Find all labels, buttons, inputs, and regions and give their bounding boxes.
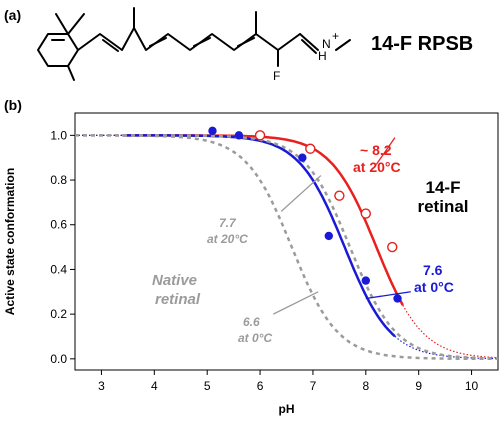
polyene-chain: [77, 27, 301, 51]
red-leader: [375, 137, 396, 165]
blue-annotation-line2: at 0°C: [414, 279, 454, 295]
red-open-point-2: [334, 190, 345, 201]
iminium-n: N: [322, 37, 331, 51]
y-tick-label-0: 0.0: [50, 352, 67, 366]
titration-chart: 3 4 5 6 7 8 9 10 0.0 0.2 0.4 0.6 0.8 1.0 pH Active stat…: [3, 112, 499, 416]
blue-leader: [365, 291, 411, 300]
retinal-structure: [37, 7, 351, 81]
red-open-point-1: [305, 143, 316, 154]
y-axis-label: Active state conformation: [3, 168, 17, 315]
panel-a-label: (a): [4, 7, 21, 23]
iminium-h: H: [318, 49, 327, 63]
fluorine-atom: F: [273, 69, 280, 83]
x-tick-label-2: 5: [204, 379, 211, 393]
gray-high-leader: [280, 175, 322, 212]
blue-filled-point-1: [234, 131, 244, 140]
x-tick-label-4: 7: [310, 379, 317, 393]
blue-filled-point-0: [208, 126, 217, 136]
x-tick-label-0: 3: [98, 379, 105, 393]
native-curve-2: [75, 134, 499, 360]
db-3: [193, 37, 211, 47]
compound-name: 14-F RPSB: [371, 33, 473, 55]
red-open-point-3: [360, 208, 372, 219]
methyl-bond-1: [55, 13, 69, 35]
gray-high-annotation-line2: at 20°C: [207, 232, 248, 246]
x-axis-label: pH: [279, 402, 295, 416]
y-tick-label-2: 0.4: [50, 262, 67, 276]
ring-bonds: [37, 33, 79, 67]
blue-annotation-line1: 7.6: [423, 262, 443, 278]
db-4: [237, 37, 255, 47]
x-tick-label-7: 10: [465, 379, 479, 393]
db-2: [149, 37, 167, 47]
red-annotation-line1: ~ 8.2: [360, 142, 392, 158]
y-tick-label-3: 0.6: [50, 218, 67, 232]
x-tick-label-3: 6: [257, 379, 264, 393]
gray-low-leader: [272, 291, 319, 315]
ring-methyl-bond: [67, 65, 75, 81]
gray-low-annotation-line2: at 0°C: [238, 331, 272, 345]
red-open-point-0: [254, 130, 266, 141]
red-open-point-4: [387, 241, 398, 253]
x-tick-label-5: 8: [362, 379, 369, 393]
y-tick-label-1: 0.2: [50, 307, 67, 321]
blue-filled-point-4: [361, 276, 371, 285]
blue-filled-point-3: [324, 231, 333, 241]
blue-filled-point-5: [393, 294, 402, 303]
cn-double: [301, 39, 317, 54]
methyl-bond-2: [67, 13, 85, 35]
native-curve-3: [75, 134, 498, 361]
series-extrap-1: [394, 335, 498, 360]
native-annotation-line1: Native: [152, 272, 197, 289]
db-1: [102, 39, 119, 52]
n-methyl: [335, 39, 351, 51]
native-annotation-line2: retinal: [155, 291, 201, 308]
compound-annotation-line1: 14-F: [426, 178, 461, 197]
y-tick-label-4: 0.8: [50, 173, 67, 187]
series-extrap-0: [402, 304, 498, 359]
y-tick-label-5: 1.0: [50, 128, 67, 142]
x-tick-label-1: 4: [151, 379, 158, 393]
blue-filled-point-2: [298, 153, 307, 162]
panel-b-label: (b): [4, 97, 22, 113]
charge-sign: +: [332, 29, 339, 43]
cn-bond: [299, 33, 319, 51]
red-annotation-line2: at 20°C: [353, 159, 401, 175]
compound-annotation-line2: retinal: [417, 197, 468, 216]
plot-frame: [74, 112, 499, 371]
x-tick-label-6: 9: [415, 379, 422, 393]
gray-low-annotation-line1: 6.6: [243, 315, 260, 329]
gray-high-annotation-line1: 7.7: [219, 216, 237, 230]
